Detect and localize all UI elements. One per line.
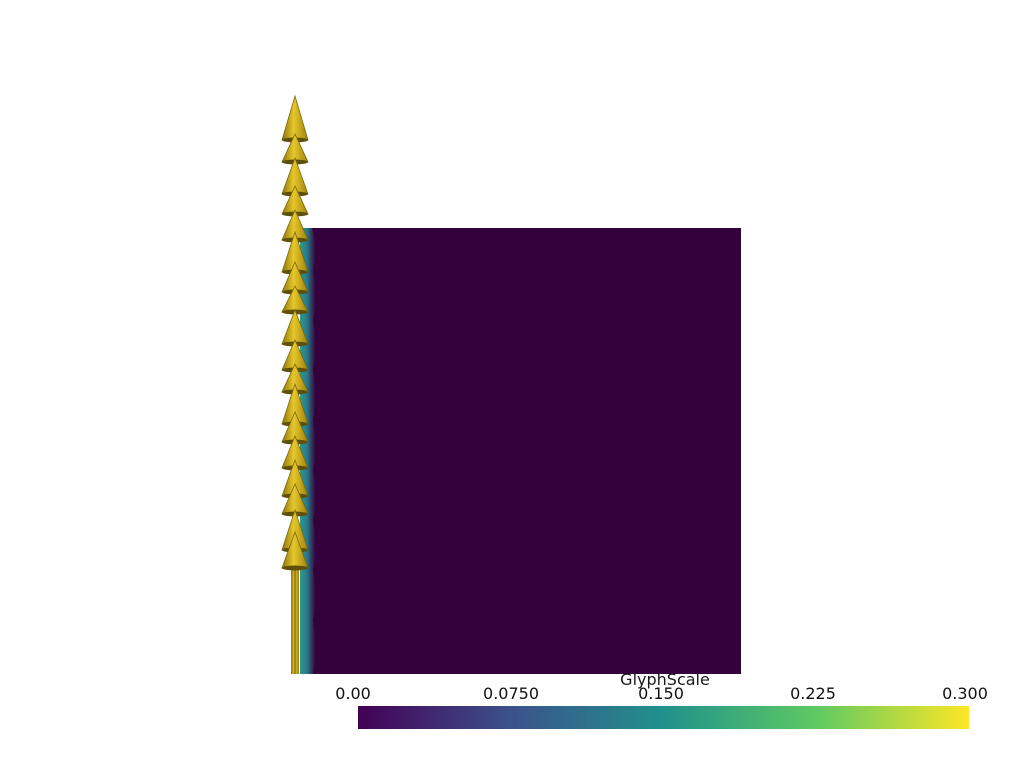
scalar-bar-tick-label: 0.225 xyxy=(790,684,836,703)
scalar-bar-tick-label: 0.150 xyxy=(638,684,684,703)
scalar-bar-colorbar xyxy=(358,706,969,729)
scalar-bar-tick-label: 0.00 xyxy=(335,684,371,703)
scalar-plane xyxy=(300,228,741,674)
arrow-glyphs xyxy=(281,94,309,571)
scalar-bar-tick-label: 0.300 xyxy=(942,684,988,703)
plane-edge-gradient xyxy=(300,228,316,674)
scalar-bar-title: GlyphScale xyxy=(620,670,710,689)
scalar-bar-tick-label: 0.0750 xyxy=(483,684,539,703)
arrow-cone-base xyxy=(282,565,308,571)
